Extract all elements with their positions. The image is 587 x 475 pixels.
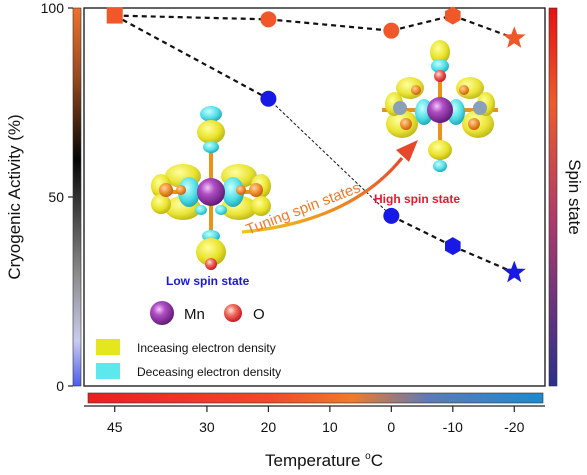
series-2-segment: [268, 98, 392, 217]
series-2-point: [260, 90, 277, 107]
y-tick-label: 100: [41, 0, 65, 16]
x-axis-label: Temperature oC: [265, 451, 383, 470]
series-2-point: [445, 237, 461, 256]
tuning-arrowhead: [396, 140, 418, 162]
left-colorbar: [72, 7, 82, 387]
x-tick-label: 10: [322, 419, 338, 435]
series-2-segment: [452, 245, 515, 274]
legend-mn-label: Mn: [184, 306, 205, 323]
low-spin-label: Low spin state: [166, 274, 250, 288]
x-tick-label: 45: [107, 419, 123, 435]
legend-decrease-swatch: [96, 363, 120, 379]
x-ticks: 45 30 20 10 0 -10 -20: [107, 406, 525, 435]
low-spin-molecule: [151, 106, 271, 270]
series-2-segment: [114, 14, 269, 100]
legend-o-swatch: [224, 304, 242, 322]
x-tick-label: -10: [443, 419, 463, 435]
spin-state-label: Spin state: [565, 159, 584, 235]
tuning-arrow: [241, 156, 404, 234]
legend-o-label: O: [253, 306, 265, 323]
high-spin-molecule: [382, 40, 498, 172]
series-1-point: [445, 6, 461, 25]
legend-mn-swatch: [150, 301, 174, 325]
legend: Mn O Inceasing electron density Deceasin…: [96, 301, 281, 379]
series-1-point: [260, 11, 277, 28]
legend-increase-label: Inceasing electron density: [137, 341, 276, 355]
y-tick-label: 50: [48, 189, 64, 205]
spin-state-colorbar: [548, 7, 558, 387]
temperature-colorbar: [87, 392, 544, 404]
x-axis-unit-degree: o: [365, 451, 371, 462]
plot-frame: [83, 7, 546, 387]
series-1-point: [106, 7, 123, 24]
series-1-point: [383, 22, 400, 39]
x-tick-label: 20: [261, 419, 277, 435]
series-1-segment: [391, 14, 454, 32]
y-tick-label: 0: [56, 378, 64, 394]
y-ticks: 0 50 100: [41, 0, 73, 394]
x-tick-label: 30: [199, 419, 215, 435]
legend-increase-swatch: [96, 339, 120, 355]
series-1-segment: [114, 14, 269, 21]
series-2-point: [502, 260, 526, 283]
series-1-segment: [268, 18, 392, 32]
x-tick-label: -20: [504, 419, 524, 435]
series-2-point: [383, 207, 400, 224]
legend-decrease-label: Deceasing electron density: [137, 365, 281, 379]
series-1-point: [502, 26, 526, 48]
series-layer: [106, 6, 526, 283]
x-tick-label: 0: [387, 419, 395, 435]
high-spin-label: High spin state: [374, 192, 460, 206]
series-2-segment: [390, 214, 454, 248]
x-axis-unit: C: [371, 451, 383, 470]
y-axis-label: Cryogenic Activity (%): [5, 114, 24, 279]
